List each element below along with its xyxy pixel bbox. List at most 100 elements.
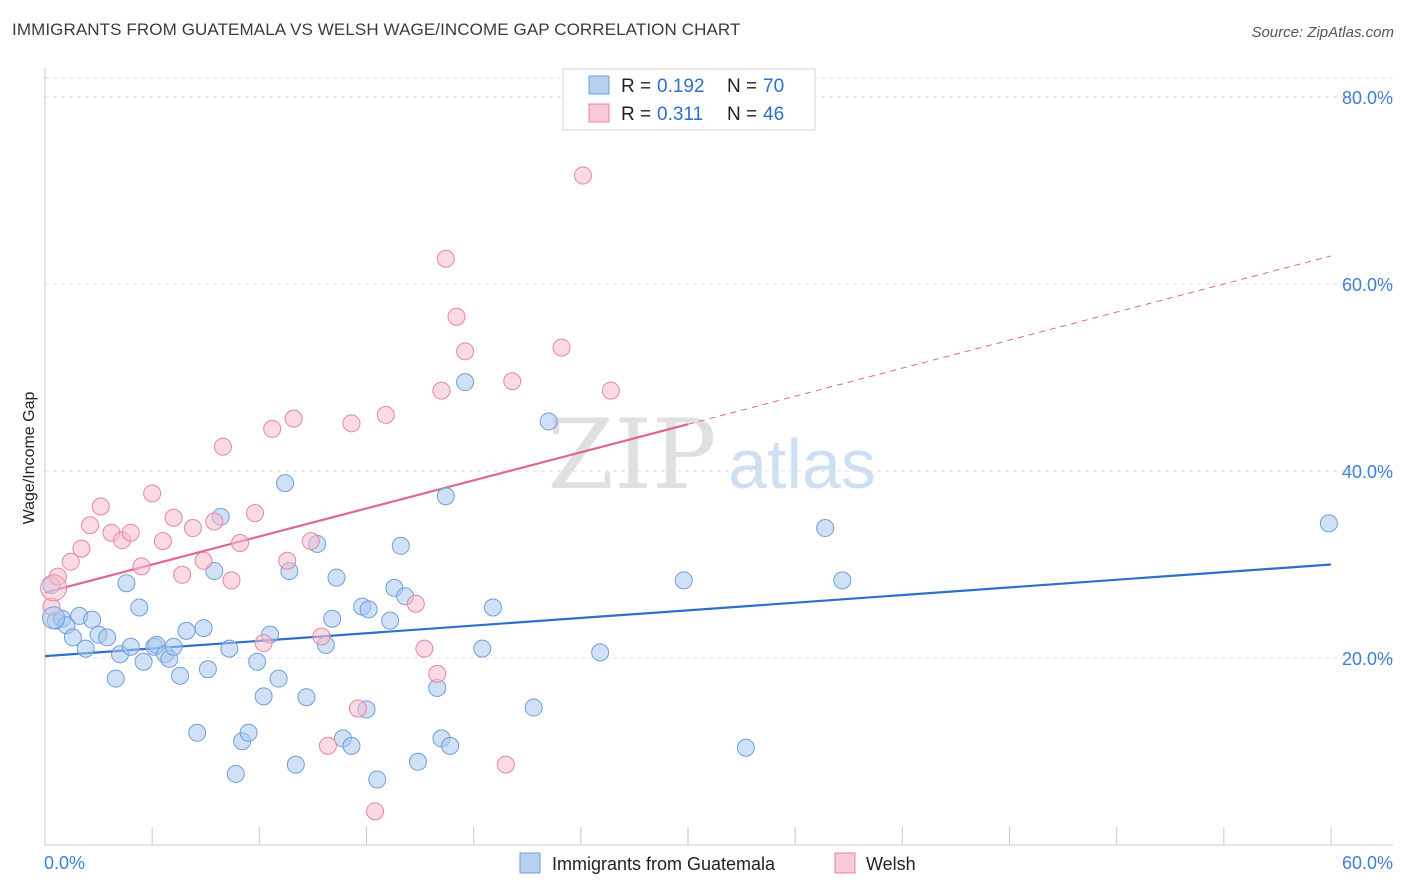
legend-r-value-welsh: 0.311 [657, 104, 703, 125]
welsh-point [342, 414, 361, 433]
welsh-point [132, 557, 151, 576]
welsh-point [376, 405, 395, 424]
welsh-point [173, 565, 192, 584]
legend-n-value-welsh: 46 [763, 104, 784, 125]
welsh-point [246, 504, 265, 523]
welsh-point [263, 419, 282, 438]
guatemala-point [327, 568, 346, 587]
watermark-zip: ZIP [547, 399, 716, 511]
welsh-point [213, 437, 232, 456]
legend-swatch-welsh [588, 103, 610, 123]
welsh-point [81, 516, 100, 535]
guatemala-point [436, 487, 455, 506]
guatemala-point [456, 373, 475, 392]
welsh-point [436, 249, 455, 268]
welsh-point [121, 523, 140, 542]
welsh-point [366, 802, 385, 821]
chart-title: IMMIGRANTS FROM GUATEMALA VS WELSH WAGE/… [12, 20, 741, 39]
welsh-point [194, 551, 213, 570]
legend-r-label-guatemala: R = [621, 76, 651, 97]
guatemala-point [816, 519, 835, 538]
guatemala-point [130, 598, 149, 617]
welsh-point [183, 519, 202, 538]
welsh-point [496, 755, 515, 774]
welsh-point [447, 307, 466, 326]
legend-r-value-guatemala: 0.192 [657, 76, 705, 97]
welsh-point [61, 552, 80, 571]
welsh-point [573, 166, 592, 185]
welsh-point [222, 571, 241, 590]
legend-swatch-guatemala [588, 75, 610, 95]
guatemala-point [483, 598, 502, 617]
grid [45, 77, 1393, 659]
guatemala-point [1319, 514, 1338, 533]
guatemala-point [441, 736, 460, 755]
guatemala-point [524, 698, 543, 717]
guatemala-point [248, 652, 267, 671]
guatemala-point [381, 611, 400, 630]
guatemala-point [276, 474, 295, 493]
legend-n-value-guatemala: 70 [763, 76, 784, 97]
welsh-point [40, 574, 68, 602]
legend-r-label-welsh: R = [621, 104, 651, 125]
welsh-point [278, 551, 297, 570]
guatemala-point [297, 688, 316, 707]
guatemala-point [286, 755, 305, 774]
guatemala-point [121, 637, 140, 656]
guatemala-point [188, 723, 207, 742]
welsh-point [428, 664, 447, 683]
guatemala-point [76, 639, 95, 658]
guatemala-point [171, 666, 190, 685]
welsh-point [301, 532, 320, 551]
welsh-point [552, 338, 571, 357]
welsh-point [432, 381, 451, 400]
welsh-point [503, 372, 522, 391]
welsh-point [205, 512, 224, 531]
welsh-point [456, 342, 475, 361]
welsh-point [91, 497, 110, 516]
welsh-point [348, 699, 367, 718]
guatemala-point [833, 571, 852, 590]
legend-n-label-guatemala: N = [727, 76, 757, 97]
series-legend-swatch-guatemala [519, 852, 541, 874]
stats-legend: R = 0.192 N = 70 R = 0.311 N = 46 [562, 68, 816, 131]
welsh-point [406, 594, 425, 613]
watermark-atlas: atlas [728, 425, 876, 503]
y-tick-label: 80.0% [1342, 88, 1393, 108]
series-legend-label-welsh: Welsh [866, 854, 916, 874]
welsh-point [601, 381, 620, 400]
guatemala-point [220, 639, 239, 658]
guatemala-point [63, 628, 82, 647]
guatemala-point [42, 606, 66, 630]
welsh-point [415, 639, 434, 658]
welsh-point [153, 532, 172, 551]
y-tick-label: 60.0% [1342, 275, 1393, 295]
guatemala-point [736, 738, 755, 757]
guatemala-point [391, 536, 410, 555]
guatemala-point [473, 639, 492, 658]
guatemala-point [177, 621, 196, 640]
welsh-point [312, 627, 331, 646]
y-tick-label: 20.0% [1342, 649, 1393, 669]
guatemala-point [117, 574, 136, 593]
guatemala-point [368, 770, 387, 789]
legend-n-label-welsh: N = [727, 104, 757, 125]
series-legend-label-guatemala: Immigrants from Guatemala [552, 854, 776, 874]
guatemala-point [106, 669, 125, 688]
guatemala-point [194, 619, 213, 638]
welsh-trend-line [44, 423, 689, 594]
welsh-point [164, 508, 183, 527]
guatemala-point [198, 660, 217, 679]
guatemala-point [359, 600, 378, 619]
y-axis-label: Wage/Income Gap [21, 392, 38, 525]
guatemala-point [539, 412, 558, 431]
guatemala-point [164, 637, 183, 656]
welsh-point [72, 539, 91, 558]
axes: 20.0% 40.0% 60.0% 80.0% 0.0% 60.0% [44, 68, 1393, 873]
guatemala-point [591, 643, 610, 662]
guatemala-point [269, 669, 288, 688]
guatemala-point [239, 723, 258, 742]
guatemala-point [408, 752, 427, 771]
